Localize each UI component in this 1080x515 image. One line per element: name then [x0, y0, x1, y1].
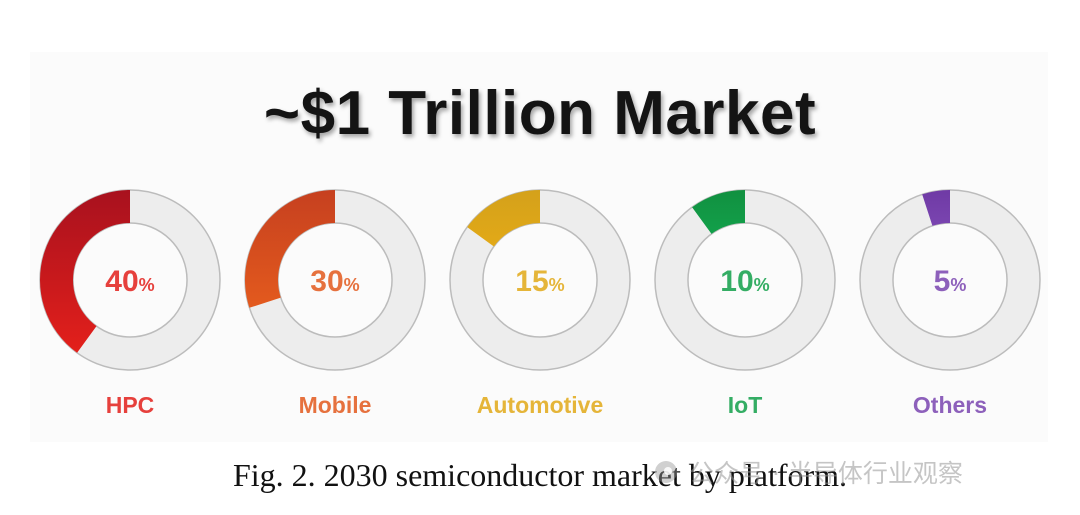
- value-label-iot: 10%: [720, 265, 769, 298]
- donut-automotive: 15% Automotive: [449, 189, 631, 418]
- donut-track-iot: [654, 189, 836, 371]
- donut-slice-mobile: [245, 190, 335, 308]
- category-label-automotive: Automotive: [477, 392, 604, 418]
- value-number-mobile: 30: [310, 265, 343, 298]
- donut-slice-automotive: [467, 190, 540, 247]
- value-label-mobile: 30%: [310, 265, 359, 298]
- value-number-iot: 10: [720, 265, 753, 298]
- value-percent-automotive: %: [549, 275, 565, 295]
- value-percent-others: %: [950, 275, 966, 295]
- value-label-hpc: 40%: [105, 265, 154, 298]
- donut-track-others: [859, 189, 1041, 371]
- donut-others: 5% Others: [859, 189, 1041, 418]
- donut-slice-hpc: [40, 190, 130, 353]
- watermark-text: 公众号 · 半导体行业观察: [689, 459, 963, 488]
- donut-slice-others: [922, 190, 950, 226]
- category-label-hpc: HPC: [106, 392, 155, 418]
- value-number-others: 5: [934, 265, 951, 298]
- donut-slice-iot: [692, 190, 745, 234]
- donut-hpc: 40% HPC: [39, 189, 221, 418]
- donut-iot: 10% IoT: [654, 189, 836, 418]
- donut-mobile: 30% Mobile: [244, 189, 426, 418]
- value-label-others: 5%: [934, 265, 967, 298]
- category-label-mobile: Mobile: [299, 392, 372, 418]
- watermark: 公众号 · 半导体行业观察: [655, 452, 963, 492]
- category-label-iot: IoT: [728, 392, 763, 418]
- wechat-icon: [655, 461, 677, 483]
- category-label-others: Others: [913, 392, 987, 418]
- value-number-automotive: 15: [515, 265, 548, 298]
- value-percent-iot: %: [754, 275, 770, 295]
- chart-title: ~$1 Trillion Market: [263, 79, 817, 148]
- value-label-automotive: 15%: [515, 265, 564, 298]
- value-number-hpc: 40: [105, 265, 138, 298]
- value-percent-mobile: %: [344, 275, 360, 295]
- figure-caption: Fig. 2. 2030 semiconductor market by pla…: [232, 457, 848, 493]
- value-percent-hpc: %: [139, 275, 155, 295]
